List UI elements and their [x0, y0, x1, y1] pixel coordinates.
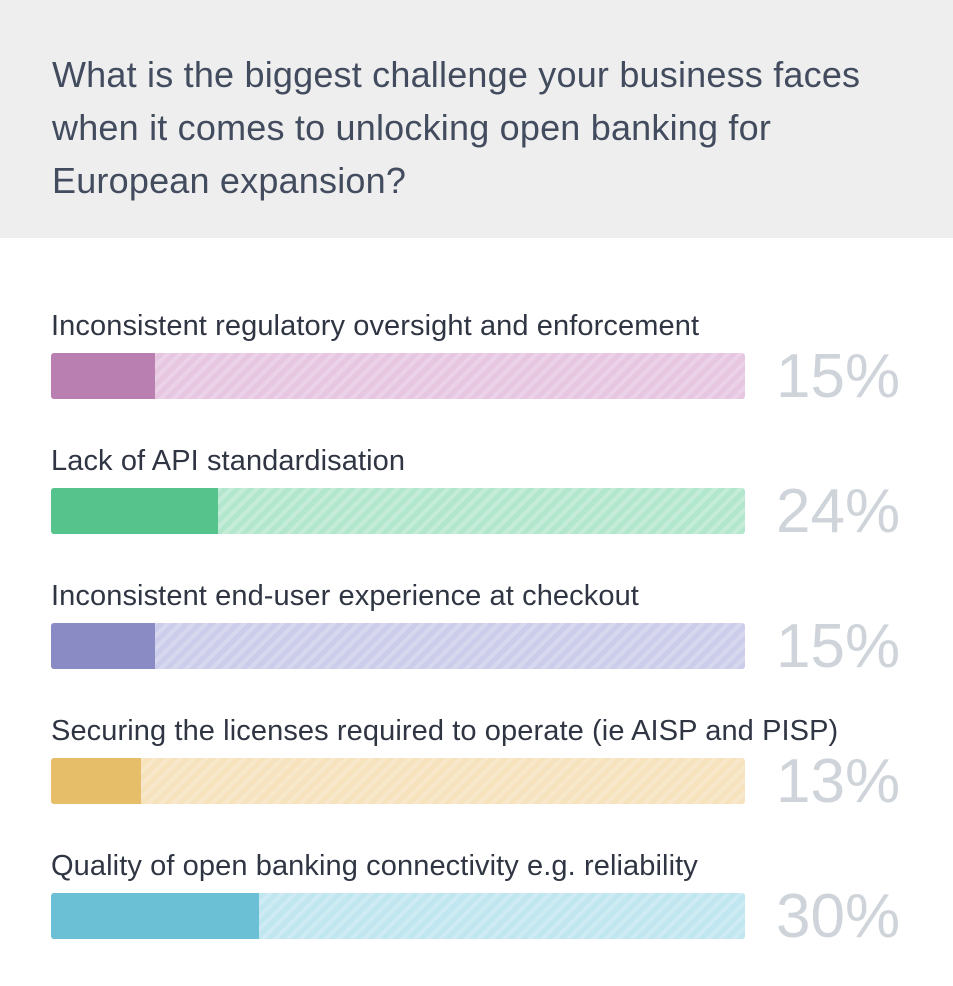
bar-track [51, 353, 745, 399]
bar-row: Inconsistent end-user experience at chec… [0, 576, 953, 711]
chart-question-title: What is the biggest challenge your busin… [52, 54, 861, 201]
bar-track-hatch [51, 623, 745, 669]
bar-row: Securing the licenses required to operat… [0, 711, 953, 846]
bar-track-hatch [51, 758, 745, 804]
bar-fill [51, 488, 218, 534]
bar-fill [51, 353, 156, 399]
bar-track [51, 893, 745, 939]
bar-fill [51, 623, 156, 669]
bar-track [51, 758, 745, 804]
bar-label: Inconsistent end-user experience at chec… [51, 580, 639, 612]
question-header: What is the biggest challenge your busin… [0, 0, 953, 238]
bar-row: Quality of open banking connectivity e.g… [0, 846, 953, 981]
bar-row: Lack of API standardisation 24% [0, 441, 953, 576]
bar-label: Securing the licenses required to operat… [51, 715, 839, 747]
bar-value-label: 15% [776, 342, 901, 411]
bar-value-label: 15% [776, 612, 901, 681]
bar-label: Lack of API standardisation [51, 445, 406, 477]
bar-value-label: 13% [776, 747, 901, 816]
bar-label: Quality of open banking connectivity e.g… [51, 850, 698, 882]
bar-fill [51, 893, 260, 939]
bar-value-label: 30% [776, 882, 901, 951]
bar-track [51, 623, 745, 669]
bar-row: Inconsistent regulatory oversight and en… [0, 306, 953, 441]
bar-track [51, 488, 745, 534]
bar-label: Inconsistent regulatory oversight and en… [51, 310, 700, 342]
bar-fill [51, 758, 142, 804]
bar-value-label: 24% [776, 477, 901, 546]
bar-track-hatch [51, 353, 745, 399]
